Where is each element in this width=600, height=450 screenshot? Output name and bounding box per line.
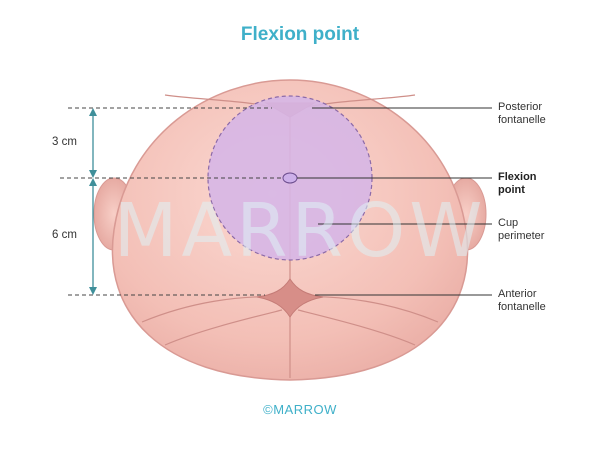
label-line: fontanelle (498, 114, 546, 126)
reference-lines (60, 107, 283, 296)
measurement-arrows (89, 108, 97, 295)
label-posterior-fontanelle: Posterior fontanelle (498, 101, 546, 127)
flexion-point-marker (282, 172, 298, 184)
label-line: Cup (498, 217, 519, 229)
label-line: perimeter (498, 230, 545, 242)
label-line: Flexion (498, 171, 537, 183)
label-line: fontanelle (498, 301, 546, 313)
watermark: MARROW (113, 188, 487, 274)
measurement-3cm: 3 cm (52, 136, 77, 148)
diagram-title: Flexion point (240, 24, 360, 45)
label-flexion-point: Flexion point (498, 171, 537, 197)
copyright-notice: ©MARROW (263, 402, 337, 417)
label-line: Anterior (498, 288, 537, 300)
label-line: Posterior (498, 101, 543, 113)
label-cup-perimeter: Cup perimeter (498, 217, 544, 243)
anterior-fontanelle-shape (256, 278, 324, 318)
label-anterior-fontanelle: Anterior fontanelle (498, 288, 546, 314)
label-line: point (498, 184, 525, 196)
leader-lines (297, 107, 492, 296)
measurement-6cm: 6 cm (52, 229, 77, 241)
